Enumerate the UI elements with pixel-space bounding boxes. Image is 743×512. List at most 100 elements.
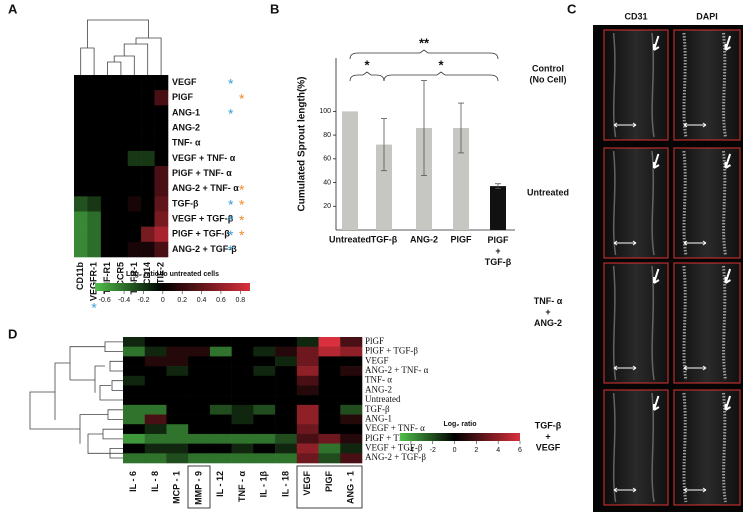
heatmap-cell bbox=[318, 337, 341, 347]
heatmap-cell bbox=[141, 241, 155, 258]
heatmap-cell bbox=[296, 346, 319, 357]
heatmap-cell bbox=[144, 356, 167, 367]
heatmap-cell bbox=[275, 395, 298, 406]
heatmap-cell bbox=[123, 375, 146, 386]
heatmap-cell bbox=[253, 424, 276, 435]
heatmap-cell bbox=[318, 356, 341, 367]
row-label: VEGF bbox=[365, 355, 389, 365]
heatmap-cell bbox=[100, 226, 115, 243]
heatmap-cell bbox=[74, 166, 88, 182]
heatmap-cell bbox=[87, 196, 102, 212]
column-label: IL - 6 bbox=[128, 471, 138, 492]
column-label: DAPI bbox=[696, 11, 718, 21]
arrow bbox=[724, 35, 732, 51]
heatmap-cell bbox=[188, 414, 211, 425]
vessel-edge bbox=[651, 150, 655, 256]
heatmap-cell bbox=[144, 395, 167, 406]
row-label: PlGF bbox=[365, 336, 384, 346]
heatmap-cell bbox=[275, 404, 298, 415]
row-label: ANG-1 bbox=[365, 413, 392, 423]
x-tick-label: Untreated bbox=[329, 234, 371, 244]
heatmap-cell bbox=[318, 404, 341, 415]
heatmap-cell bbox=[231, 424, 254, 435]
vessel-edge bbox=[722, 392, 727, 503]
bar bbox=[416, 127, 432, 230]
heatmap-cell bbox=[100, 211, 115, 227]
heatmap-cell bbox=[275, 453, 298, 464]
image-frame bbox=[673, 147, 741, 259]
heatmap-cell bbox=[275, 443, 298, 454]
heatmap-cell bbox=[154, 135, 169, 152]
bar bbox=[342, 111, 358, 230]
row-label: VEGF bbox=[172, 77, 197, 87]
heatmap-cell bbox=[74, 196, 88, 212]
heatmap-cell bbox=[275, 375, 298, 386]
heatmap-cell bbox=[100, 181, 115, 197]
heatmap-cell bbox=[123, 443, 146, 454]
heatmap-cell bbox=[100, 241, 115, 258]
heatmap-cell bbox=[188, 404, 211, 415]
colorbar-tick-label: 0.2 bbox=[177, 297, 187, 304]
heatmap-cell bbox=[127, 135, 142, 152]
heatmap-cell bbox=[166, 375, 189, 386]
image-frame bbox=[603, 29, 669, 141]
heatmap-cell bbox=[188, 337, 211, 347]
double-arrow bbox=[683, 240, 707, 246]
row-label: PlGF bbox=[172, 92, 194, 102]
heatmap-cell bbox=[340, 414, 363, 425]
heatmap-cell bbox=[296, 404, 319, 415]
y-tick-label: 20 bbox=[323, 203, 331, 210]
column-label: ANG - 1 bbox=[346, 471, 356, 504]
double-arrow bbox=[683, 122, 707, 128]
double-arrow bbox=[683, 487, 707, 493]
heatmap-cell bbox=[275, 385, 298, 396]
heatmap-cell bbox=[127, 90, 142, 106]
heatmap-cell bbox=[154, 75, 169, 91]
error-bar bbox=[381, 118, 387, 172]
heatmap-cell bbox=[188, 443, 211, 454]
heatmap-cell bbox=[87, 75, 102, 91]
heatmap-cell bbox=[154, 90, 169, 106]
heatmap-cell bbox=[114, 211, 129, 227]
heatmap-cell bbox=[209, 337, 232, 347]
row-label: TNF- α bbox=[172, 138, 201, 148]
colorbar-tick-label: 0.4 bbox=[197, 297, 207, 304]
heatmap-cell bbox=[141, 211, 155, 227]
heatmap-cell bbox=[87, 211, 102, 227]
colorbar bbox=[95, 283, 250, 291]
panel-label: A bbox=[8, 1, 18, 16]
row-label: PlGF + TGF-β bbox=[365, 346, 418, 356]
panel-label: B bbox=[270, 1, 279, 16]
heatmap-cell bbox=[318, 453, 341, 464]
heatmap-cell bbox=[231, 385, 254, 396]
heatmap-cell bbox=[74, 211, 88, 227]
heatmap-cell bbox=[127, 150, 142, 167]
dendrogram-d bbox=[29, 341, 123, 459]
colorbar-tick-label: 4 bbox=[496, 447, 500, 454]
heatmap-cell bbox=[296, 443, 319, 454]
significance-marker: * bbox=[91, 300, 97, 316]
column-label: MCP - 1 bbox=[172, 471, 182, 504]
row-label: VEGF + TNF- α bbox=[172, 153, 236, 163]
heatmap-cell bbox=[100, 75, 115, 91]
heatmap-cell bbox=[141, 196, 155, 212]
heatmap-cell bbox=[253, 395, 276, 406]
heatmap-cell bbox=[231, 356, 254, 367]
heatmap-cell bbox=[209, 385, 232, 396]
heatmap-cell bbox=[100, 120, 115, 136]
heatmap-cell bbox=[296, 433, 319, 444]
vessel-edge bbox=[651, 265, 655, 381]
arrow bbox=[724, 153, 732, 169]
significance-marker: * bbox=[228, 227, 234, 243]
heatmap-cell bbox=[296, 395, 319, 406]
row-label: Untreated bbox=[365, 394, 401, 404]
row-label: PlGF + TGF-β bbox=[172, 229, 230, 239]
heatmap-cell bbox=[253, 385, 276, 396]
heatmap-cell bbox=[209, 443, 232, 454]
arrow bbox=[724, 395, 732, 411]
heatmap-cell bbox=[188, 346, 211, 357]
significance-marker: * bbox=[239, 90, 245, 106]
double-arrow bbox=[683, 365, 707, 371]
heatmap-cell bbox=[340, 366, 363, 377]
heatmap-cell bbox=[318, 375, 341, 386]
